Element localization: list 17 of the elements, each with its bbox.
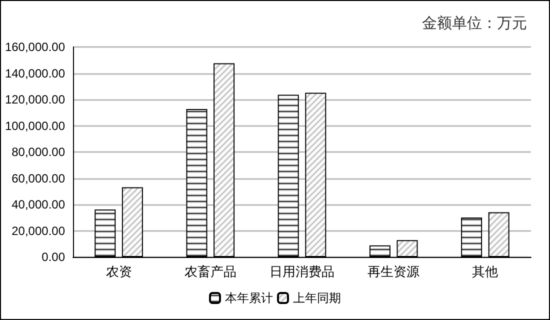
x-tick-label: 其他 — [472, 264, 498, 279]
y-tick-label: 160,000.00 — [4, 40, 66, 54]
y-tick-label: 100,000.00 — [4, 118, 66, 133]
y-tick-label: 0.00 — [42, 250, 66, 264]
y-tick-label: 20,000.00 — [12, 224, 66, 238]
x-tick-label: 日用消费品 — [270, 264, 334, 279]
y-tick-label: 60,000.00 — [12, 171, 66, 186]
y-tick-label: 40,000.00 — [12, 198, 66, 212]
y-tick-label: 140,000.00 — [4, 66, 66, 80]
x-tick-label: 再生资源 — [368, 264, 420, 279]
legend-label: 本年累计 — [225, 291, 273, 305]
y-tick-label: 80,000.00 — [12, 145, 66, 159]
x-tick-label: 农资 — [106, 264, 132, 279]
x-tick-label: 农畜产品 — [184, 264, 236, 279]
y-tick-label: 120,000.00 — [4, 92, 66, 106]
legend-label: 上年同期 — [293, 291, 341, 305]
text: 金额单位：万元 — [422, 15, 527, 32]
